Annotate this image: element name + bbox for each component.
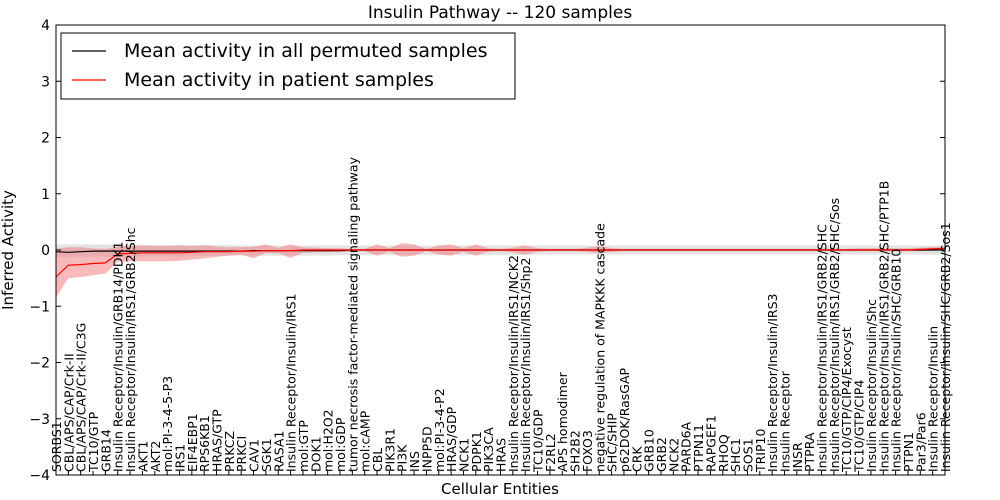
legend-box — [60, 32, 516, 100]
x-tick-label: TC10/GTP/CIP4/Exocyst — [839, 327, 854, 473]
x-tick-label: DOK1 — [308, 436, 323, 472]
x-tick-label: NCK1 — [456, 438, 471, 472]
x-tick-label: GRB10 — [642, 429, 657, 472]
y-tick-label: −3 — [29, 412, 50, 428]
x-tick-label: SHC/SHIP — [605, 413, 620, 472]
x-tick-label: FOXO3 — [580, 430, 595, 472]
x-axis-label: Cellular Entities — [441, 480, 559, 498]
y-tick-label: 0 — [41, 243, 50, 259]
x-tick-label: TC10/GTP — [86, 411, 101, 473]
x-tick-label: mol:PI-3-4-P2 — [432, 388, 447, 472]
x-tick-label: PTPN1 — [901, 432, 916, 472]
x-tick-label: AKT1 — [135, 441, 150, 472]
x-tick-label: SOS1 — [740, 438, 755, 472]
x-tick-label: RASA1 — [271, 431, 286, 472]
x-tick-label: RHOQ — [716, 434, 731, 472]
x-tick-label: INSR — [790, 442, 805, 472]
legend-permuted-label: Mean activity in all permuted samples — [124, 40, 487, 62]
x-tick-label: Insulin Receptor/Insulin/IRS1 — [284, 294, 299, 472]
x-tick-label: CBL/APS/CAP/Crk-II — [61, 353, 76, 472]
x-tick-label: Insulin Receptor/Insulin/SHC/GRB10 — [889, 249, 904, 472]
y-axis-label: Inferred Activity — [0, 190, 17, 310]
plot-frame — [55, 24, 946, 476]
patient-band — [56, 243, 945, 298]
x-tick-label: p62DOK/RasGAP — [617, 367, 632, 472]
x-tick-label: Insulin Receptor/Insulin/GRB14/PDK1 — [111, 241, 126, 472]
x-tick-label: PTPRA — [802, 432, 817, 472]
x-axis: SORBS1CBL/APS/CAP/Crk-IICBL/APS/CAP/Crk-… — [49, 156, 953, 475]
x-tick-label: mol:GDP — [333, 417, 348, 472]
x-tick-label: mol:H2O2 — [321, 409, 336, 472]
x-tick-label: RAPGEF1 — [703, 415, 718, 472]
x-tick-label: CAV1 — [247, 439, 262, 472]
x-tick-label: HRAS/GTP — [210, 409, 225, 472]
x-tick-label: INPP5D — [419, 426, 434, 472]
y-axis: −4 −3 −2 −1 0 1 2 3 4 — [29, 18, 945, 484]
confidence-bands — [56, 243, 945, 298]
x-tick-label: NCK2 — [666, 438, 681, 472]
x-tick-label: tumor necrosis factor-mediated signaling… — [345, 156, 360, 472]
x-tick-label: PDPK1 — [469, 431, 484, 472]
x-tick-label: Insulin Receptor/Insulin/Shc — [864, 299, 879, 472]
y-tick-label: −2 — [29, 356, 50, 372]
x-tick-label: HRAS — [494, 438, 509, 472]
x-tick-label: Insulin Receptor/Insulin — [926, 326, 941, 472]
y-tick-label: −1 — [29, 299, 50, 315]
x-tick-label: HRAS/GDP — [444, 406, 459, 472]
x-tick-label: GRB14 — [98, 429, 113, 472]
y-tick-label: 2 — [41, 131, 50, 147]
x-tick-label: PIK3R1 — [382, 428, 397, 472]
x-tick-label: Insulin Receptor/Insulin/IRS1/NCK2 — [506, 255, 521, 472]
series-lines — [55, 247, 946, 278]
x-tick-label: EIF4EBP1 — [185, 413, 200, 472]
x-tick-label: Insulin Receptor — [777, 370, 792, 472]
x-tick-label: SH2B2 — [568, 430, 583, 472]
x-tick-label: IRS1 — [172, 444, 187, 472]
y-tick-label: 1 — [41, 187, 50, 203]
x-tick-label: CBL/APS/CAP/Crk-II/C3G — [74, 323, 89, 472]
x-tick-label: mol:PI-3-4-5-P3 — [160, 376, 175, 472]
x-tick-label: PTPN11 — [691, 424, 706, 472]
y-tick-label: −4 — [29, 468, 50, 484]
x-tick-label: negative regulation of MAPKKK cascade — [592, 223, 607, 472]
x-tick-label: AKT2 — [148, 441, 163, 472]
x-tick-label: Par3/Par6 — [913, 412, 928, 472]
x-tick-label: mol:cAMP — [358, 410, 373, 472]
x-tick-label: Insulin Receptor/Insulin/IRS1/GRB2/SHC/S… — [827, 198, 842, 472]
x-tick-label: PI3K — [395, 444, 410, 472]
x-tick-label: CRK — [629, 446, 644, 472]
x-tick-label: TRIP10 — [753, 429, 768, 473]
x-tick-label: Insulin Receptor/Insulin/IRS1/GRB2/SHC/P… — [876, 181, 891, 472]
legend: Mean activity in all permuted samples Me… — [60, 32, 516, 100]
x-tick-label: CBL — [370, 448, 385, 472]
patient-mean-line — [55, 247, 946, 278]
x-tick-label: Insulin Receptor/Insulin/IRS3 — [765, 294, 780, 472]
x-tick-label: Insulin Receptor/Insulin/IRS1/GRB2/Shc — [123, 227, 138, 472]
x-tick-label: F2RL2 — [543, 433, 558, 472]
x-tick-label: PIK3CA — [481, 427, 496, 472]
legend-patient-label: Mean activity in patient samples — [124, 69, 434, 91]
chart-title: Insulin Pathway -- 120 samples — [368, 3, 633, 23]
x-tick-label: PRKCI — [234, 436, 249, 472]
x-tick-label: GRB2 — [654, 437, 669, 472]
y-tick-label: 3 — [41, 74, 50, 90]
x-tick-label: mol:GTP — [296, 420, 311, 472]
x-tick-label: PRKCZ — [222, 431, 237, 472]
x-tick-label: APS homodimer — [555, 371, 570, 472]
x-tick-label: SHC1 — [728, 438, 743, 472]
x-tick-label: Insulin Receptor/Insulin/IRS1/Shp2 — [518, 258, 533, 472]
x-tick-label: TC10/GTP/CIP4 — [852, 380, 867, 473]
x-tick-label: TC10/GDP — [531, 409, 546, 473]
x-tick-label: SGK1 — [259, 438, 274, 472]
x-tick-label: INS — [407, 451, 422, 472]
x-tick-label: RPS6KB1 — [197, 415, 212, 472]
x-tick-label: Insulin Receptor/Insulin/IRS1/GRB2/SHC — [815, 224, 830, 472]
y-tick-label: 4 — [41, 18, 50, 34]
x-tick-label: PARD6A — [679, 421, 694, 472]
